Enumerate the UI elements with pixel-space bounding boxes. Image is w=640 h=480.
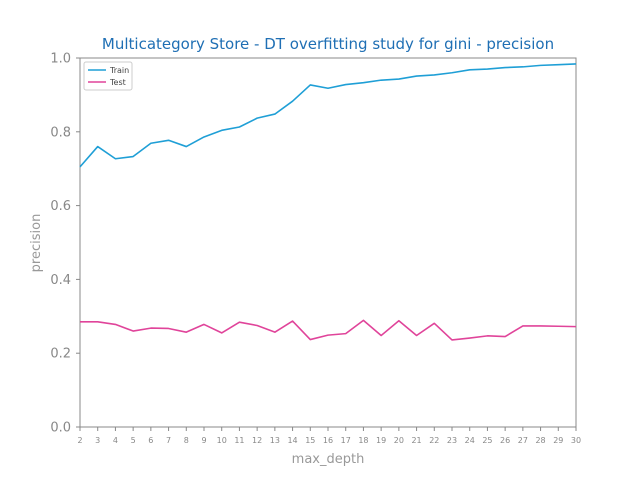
x-tick-label: 11 [234,436,244,445]
x-tick-label: 17 [341,436,351,445]
series-lines [79,63,577,341]
plot-frame [79,57,577,428]
x-tick-label: 25 [482,436,492,445]
series-line-train [79,63,577,168]
x-tick-label: 3 [95,436,100,445]
x-tick-label: 12 [252,436,262,445]
x-tick-label: 27 [518,436,528,445]
x-tick-label: 16 [323,436,333,445]
x-tick-label: 7 [166,436,171,445]
x-tick-label: 5 [131,436,136,445]
y-tick-label: 0.6 [50,199,71,214]
x-tick-label: 30 [571,436,581,445]
x-tick-label: 19 [376,436,386,445]
chart-title: Multicategory Store - DT overfitting stu… [102,35,554,53]
axes: 0.00.20.40.60.81.02 3 4 5 6 7 8 9 10 11 12 13 14 15 16… [50,52,581,446]
x-tick-label: 4 [113,436,118,445]
x-tick-label: 21 [411,436,421,445]
x-tick-label: 24 [465,436,475,445]
x-tick-label: 9 [201,436,206,445]
x-tick-label: 6 [148,436,153,445]
x-tick-label: 8 [184,436,189,445]
y-tick-label: 0.0 [50,421,71,436]
x-tick-label: 10 [217,436,227,445]
x-tick-label: 2 [77,436,82,445]
x-tick-label: 23 [447,436,457,445]
x-tick-label: 14 [287,436,297,445]
legend-label-test: Test [109,78,126,87]
legend-label-train: Train [109,66,129,75]
y-tick-label: 1.0 [50,52,71,67]
legend-box [83,61,133,91]
legend: Train Test [83,61,133,91]
x-tick-label: 29 [553,436,563,445]
x-axis-label: max_depth [292,452,365,467]
series-line-test [80,319,577,341]
x-tick-label: 15 [305,436,315,445]
y-tick-label: 0.2 [50,347,71,362]
x-tick-label: 22 [429,436,439,445]
x-tick-label: 13 [270,436,280,445]
x-tick-label: 28 [535,436,545,445]
x-tick-label: 20 [394,436,404,445]
y-tick-label: 0.8 [50,125,71,140]
y-axis-label: precision [29,214,44,273]
y-tick-label: 0.4 [50,273,71,288]
x-tick-label: 18 [358,436,368,445]
x-tick-label: 26 [500,436,510,445]
